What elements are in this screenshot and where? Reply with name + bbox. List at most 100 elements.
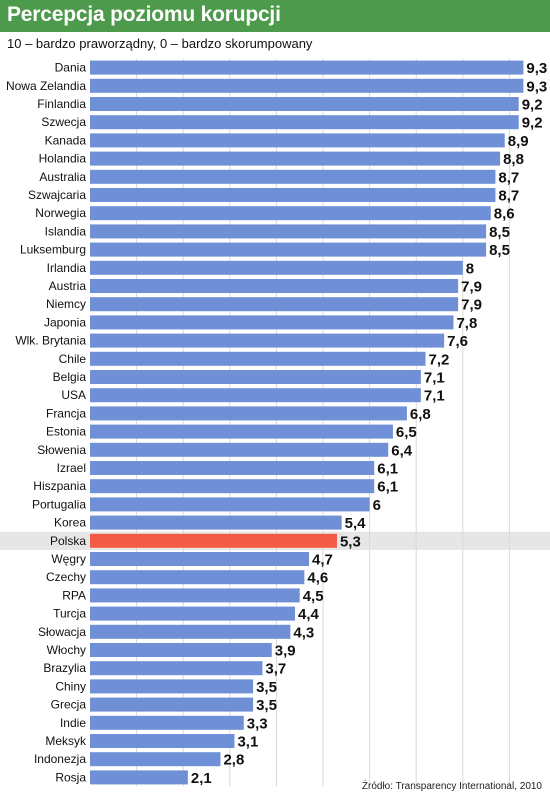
value-label: 3,3 (247, 715, 268, 732)
category-label: Polska (50, 534, 86, 548)
value-label: 7,6 (447, 333, 468, 350)
value-label: 9,2 (522, 97, 543, 114)
category-label: Kanada (45, 133, 87, 147)
bar (90, 643, 272, 657)
bar (90, 169, 496, 184)
value-label: 3,1 (237, 734, 258, 751)
bar (90, 206, 491, 221)
category-label: Luksemburg (20, 243, 86, 257)
value-label: 8,5 (489, 224, 510, 241)
category-label: USA (61, 388, 86, 402)
bar (90, 697, 254, 712)
value-label: 7,9 (461, 297, 482, 314)
value-label: 6,5 (396, 424, 417, 441)
bar (90, 715, 244, 730)
category-label: Czechy (46, 570, 86, 584)
value-label: 8,7 (498, 169, 519, 186)
bar (90, 497, 370, 512)
category-label: Finlandia (37, 97, 86, 111)
category-label: Włochy (47, 643, 86, 657)
value-label: 8 (466, 260, 474, 277)
bar (90, 588, 300, 603)
category-label: Australia (39, 170, 86, 184)
value-label: 7,8 (456, 315, 477, 332)
bar-highlight (90, 533, 337, 548)
category-label: Irlandia (47, 261, 87, 275)
value-label: 7,2 (429, 351, 450, 368)
bar (90, 78, 524, 93)
bar (90, 442, 389, 457)
bar (90, 388, 421, 403)
chart-title: Percepcja poziomu korupcji (7, 3, 281, 26)
value-label: 8,5 (489, 242, 510, 259)
bar (90, 752, 221, 767)
category-label: Estonia (46, 425, 86, 439)
category-label: Brazylia (43, 661, 86, 675)
category-label: Szwajcaria (28, 188, 86, 202)
bar (90, 315, 454, 330)
value-label: 4,6 (307, 570, 328, 587)
bar (90, 624, 291, 639)
chart-subtitle: 10 – bardzo praworządny, 0 – bardzo skor… (7, 36, 313, 51)
value-label: 4,5 (303, 588, 324, 605)
category-label: Indie (60, 716, 86, 730)
category-label: Hiszpania (33, 479, 86, 493)
category-label: Grecja (51, 698, 87, 712)
value-label: 6,4 (391, 442, 413, 459)
value-label: 6,1 (377, 479, 398, 496)
bar (90, 606, 296, 621)
bar (90, 734, 235, 748)
category-label: Holandia (39, 152, 87, 166)
bar (90, 370, 421, 384)
category-label: Norwegia (35, 206, 86, 220)
bar (90, 661, 263, 676)
source-note: Źródło: Transparency International, 2010 (361, 781, 542, 792)
category-label: Nowa Zelandia (6, 79, 86, 93)
category-label: Izrael (57, 461, 86, 475)
category-label: Islandia (45, 224, 87, 238)
value-label: 4,3 (293, 624, 314, 641)
bar (90, 151, 501, 166)
category-label: Austria (49, 279, 87, 293)
bar (90, 133, 505, 148)
value-label: 9,3 (526, 60, 547, 77)
category-label: RPA (62, 588, 86, 602)
category-label: Rosja (55, 770, 86, 784)
value-label: 3,9 (275, 643, 296, 660)
value-label: 5,3 (340, 533, 361, 550)
bar (90, 406, 407, 421)
bar (90, 333, 445, 348)
category-label: Chile (59, 352, 87, 366)
category-label: Belgia (53, 370, 87, 384)
value-label: 8,8 (503, 151, 524, 168)
bar (90, 279, 459, 293)
category-label: Szwecja (41, 115, 86, 129)
value-label: 3,7 (265, 661, 286, 678)
value-label: 8,6 (494, 206, 515, 223)
bar (90, 515, 342, 530)
value-label: 9,3 (526, 78, 547, 95)
bar (90, 188, 496, 202)
category-label: Turcja (53, 607, 86, 621)
chart-header (0, 0, 550, 32)
bar (90, 97, 519, 111)
value-label: 3,5 (256, 697, 277, 714)
bar (90, 224, 487, 239)
bar (90, 461, 375, 475)
value-label: 9,2 (522, 115, 543, 132)
bar (90, 570, 305, 585)
category-label: Francja (46, 406, 86, 420)
category-label: Indonezja (34, 752, 86, 766)
value-label: 5,4 (345, 515, 367, 532)
bar (90, 679, 254, 694)
value-label: 7,1 (424, 388, 445, 405)
value-label: 8,7 (498, 188, 519, 205)
value-label: 4,4 (298, 606, 320, 623)
bar (90, 552, 310, 566)
category-label: Portugalia (32, 497, 86, 511)
value-label: 2,1 (191, 770, 212, 787)
category-label: Japonia (44, 315, 86, 329)
bar (90, 424, 393, 439)
category-label: Słowenia (37, 443, 86, 457)
